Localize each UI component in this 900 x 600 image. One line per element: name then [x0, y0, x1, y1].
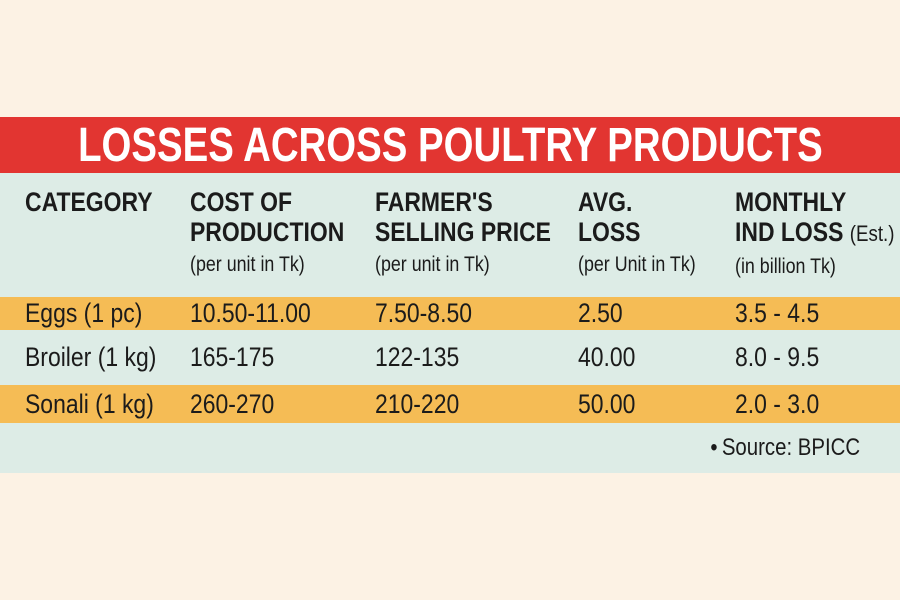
column-header-cost-of-production: COST OF PRODUCTION (per unit in Tk) — [190, 187, 345, 276]
cell-monthly-ind-loss: 3.5 - 4.5 — [735, 298, 820, 328]
cell-selling-price: 210-220 — [375, 388, 460, 419]
cell-monthly-ind-loss: 2.0 - 3.0 — [735, 388, 820, 419]
cell-avg-loss: 2.50 — [578, 298, 623, 328]
est-qualifier: (Est.) — [849, 221, 895, 246]
column-header-farmers-selling-price: FARMER'S SELLING PRICE (per unit in Tk) — [375, 187, 551, 276]
source-text: Source: BPICC — [721, 434, 860, 461]
column-header-avg-loss: AVG. LOSS (per Unit in Tk) — [578, 187, 696, 276]
column-header-monthly-ind-loss: MONTHLY IND LOSS (Est.) (in billion Tk) — [735, 187, 895, 278]
cell-category: Eggs (1 pc) — [25, 298, 143, 328]
cell-category: Sonali (1 kg) — [25, 388, 154, 419]
bullet-icon: • — [710, 434, 718, 461]
cell-cost-of-production: 260-270 — [190, 388, 275, 419]
table-row-sonali: Sonali (1 kg) 260-270 210-220 50.00 2.0 … — [0, 385, 900, 423]
cell-selling-price: 122-135 — [375, 342, 460, 372]
title-bar: LOSSES ACROSS POULTRY PRODUCTS — [0, 117, 900, 173]
table-header-row: CATEGORY COST OF PRODUCTION (per unit in… — [0, 173, 900, 297]
poultry-loss-table: CATEGORY COST OF PRODUCTION (per unit in… — [0, 173, 900, 473]
table-footer: • Source: BPICC — [0, 423, 900, 473]
source-attribution: • Source: BPICC — [710, 434, 860, 462]
table-row-broiler: Broiler (1 kg) 165-175 122-135 40.00 8.0… — [0, 330, 900, 385]
cell-monthly-ind-loss: 8.0 - 9.5 — [735, 342, 820, 372]
table-row-eggs: Eggs (1 pc) 10.50-11.00 7.50-8.50 2.50 3… — [0, 297, 900, 330]
column-header-category: CATEGORY — [25, 187, 153, 217]
page-title: LOSSES ACROSS POULTRY PRODUCTS — [77, 118, 823, 172]
cell-avg-loss: 50.00 — [578, 388, 636, 419]
cell-cost-of-production: 10.50-11.00 — [190, 298, 311, 328]
cell-avg-loss: 40.00 — [578, 342, 636, 372]
cell-selling-price: 7.50-8.50 — [375, 298, 472, 328]
cell-cost-of-production: 165-175 — [190, 342, 275, 372]
cell-category: Broiler (1 kg) — [25, 342, 157, 372]
